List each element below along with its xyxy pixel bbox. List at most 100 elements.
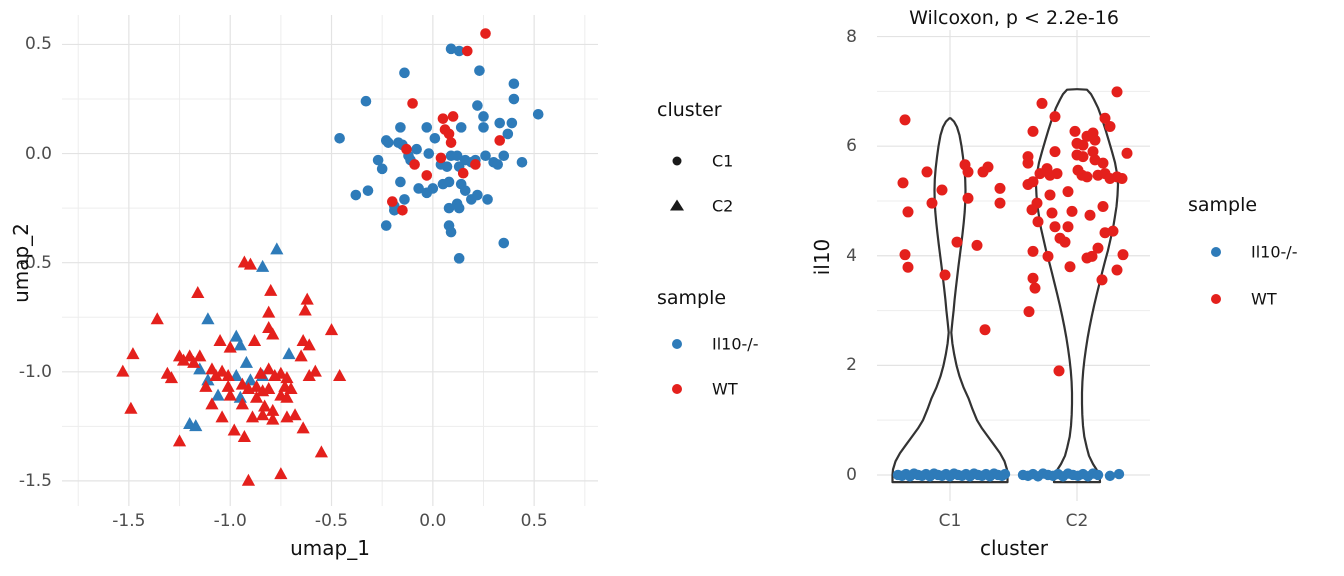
scatter-point-C1 <box>421 122 433 133</box>
wt-point-C2 <box>1053 365 1065 377</box>
wt-point-C2 <box>1029 282 1041 294</box>
wt-point-C2 <box>1062 186 1074 198</box>
scatter-point-C1 <box>459 185 471 196</box>
scatter-point-C1 <box>429 132 441 144</box>
wt-point-C1 <box>936 184 948 196</box>
scatter-point-C1 <box>437 113 449 124</box>
scatter-point-C2 <box>302 338 316 351</box>
wt-point-C2 <box>1097 200 1109 212</box>
scatter-point-C2 <box>176 353 191 366</box>
scatter-point-C1 <box>478 122 489 133</box>
scatter-point-C2 <box>243 257 258 270</box>
scatter-point-C1 <box>472 100 483 111</box>
scatter-point-C2 <box>209 368 223 381</box>
tick-label: C1 <box>938 511 962 531</box>
left-x-axis-title: umap_1 <box>290 536 370 560</box>
scatter-point-C1 <box>482 194 493 205</box>
scatter-point-C1 <box>443 176 455 188</box>
scatter-point-C1 <box>502 128 514 140</box>
cluster-legend-title: cluster <box>657 99 722 121</box>
wt-point-C2 <box>1036 97 1048 109</box>
scatter-point-C1 <box>480 28 491 39</box>
wt-point-C2 <box>1027 272 1039 284</box>
scatter-point-C2 <box>262 305 276 318</box>
scatter-point-C2 <box>256 408 270 421</box>
cluster-legend-label-c2: C2 <box>712 196 734 216</box>
scatter-point-C2 <box>249 379 264 392</box>
left-y-axis-title: umap_2 <box>9 223 33 303</box>
scatter-point-C1 <box>407 98 418 109</box>
tick-label: -1.0 <box>18 361 52 382</box>
scatter-point-C2 <box>189 419 203 432</box>
scatter-point-C2 <box>314 445 328 458</box>
tick-label: 2 <box>846 355 857 376</box>
wt-point-C2 <box>1084 209 1096 221</box>
scatter-point-C2 <box>187 355 201 368</box>
right-x-axis-title: cluster <box>979 536 1049 560</box>
scatter-point-C1 <box>453 202 465 214</box>
scatter-point-C2 <box>233 338 247 351</box>
scatter-point-C2 <box>296 334 310 347</box>
wilcoxon-title: Wilcoxon, p < 2.2e-16 <box>909 7 1119 29</box>
scatter-point-C2 <box>241 473 256 486</box>
tick-label: 6 <box>846 136 857 157</box>
scatter-point-C2 <box>213 334 227 347</box>
scatter-point-C1 <box>508 93 520 105</box>
scatter-point-C1 <box>443 202 455 214</box>
scatter-point-C2 <box>193 349 207 362</box>
scatter-point-C2 <box>223 388 237 401</box>
scatter-point-C2 <box>221 379 235 392</box>
wt-point-C2 <box>1077 139 1089 151</box>
wt-point-C2 <box>1104 120 1116 132</box>
wt-point-C2 <box>1077 151 1089 163</box>
wt-point-C1 <box>899 249 911 261</box>
scatter-point-C1 <box>461 45 473 57</box>
scatter-point-C2 <box>302 368 316 381</box>
scatter-point-C2 <box>264 283 278 296</box>
scatter-point-C2 <box>274 467 288 480</box>
wt-point-C1 <box>939 269 951 281</box>
scatter-point-C2 <box>266 327 280 340</box>
wt-point-C2 <box>1046 207 1058 219</box>
wt-point-C2 <box>1022 157 1034 169</box>
violin-jitter-points <box>892 86 1133 482</box>
tick-label: -0.5 <box>314 511 349 531</box>
wt-point-C2 <box>1026 204 1038 216</box>
wt-point-C2 <box>1099 112 1111 124</box>
scatter-point-C2 <box>150 312 164 325</box>
scatter-point-C2 <box>247 334 262 347</box>
tick-label: -1.5 <box>18 470 52 491</box>
scatter-point-C1 <box>395 122 406 133</box>
scatter-point-C1 <box>376 163 388 175</box>
scatter-point-C1 <box>453 253 465 264</box>
tick-label: 0.0 <box>419 511 447 531</box>
c1-circle-icon <box>672 156 682 166</box>
tick-label: C2 <box>1065 511 1089 531</box>
il10ko-dot-icon <box>1211 247 1221 257</box>
wt-dot-icon <box>672 384 682 394</box>
wt-point-C1 <box>921 166 933 178</box>
wt-point-C1 <box>994 182 1006 194</box>
scatter-point-C1 <box>508 78 520 90</box>
wt-point-C1 <box>899 114 911 126</box>
scatter-point-C1 <box>423 148 435 159</box>
sample-legend-label-ko-right: Il10-/- <box>1251 242 1298 262</box>
scatter-point-C2 <box>126 347 140 360</box>
scatter-point-C1 <box>409 159 420 170</box>
scatter-point-C1 <box>474 65 485 76</box>
sample-legend-label-ko-left: Il10-/- <box>712 334 759 354</box>
wt-point-C1 <box>962 192 974 204</box>
wt-point-C1 <box>994 197 1006 209</box>
wt-point-C2 <box>1027 176 1039 188</box>
wt-point-C2 <box>1042 250 1054 262</box>
left-panel-gridlines <box>62 15 598 506</box>
ko-point-C2 <box>1104 470 1116 482</box>
wt-point-C1 <box>962 166 974 178</box>
scatter-point-C1 <box>395 176 406 188</box>
scatter-point-C2 <box>262 382 276 395</box>
scatter-point-C1 <box>470 159 481 170</box>
scatter-point-C2 <box>298 303 312 316</box>
scatter-point-C2 <box>296 421 310 434</box>
cluster-legend-label-c1: C1 <box>712 151 734 171</box>
scatter-point-C2 <box>116 364 130 377</box>
